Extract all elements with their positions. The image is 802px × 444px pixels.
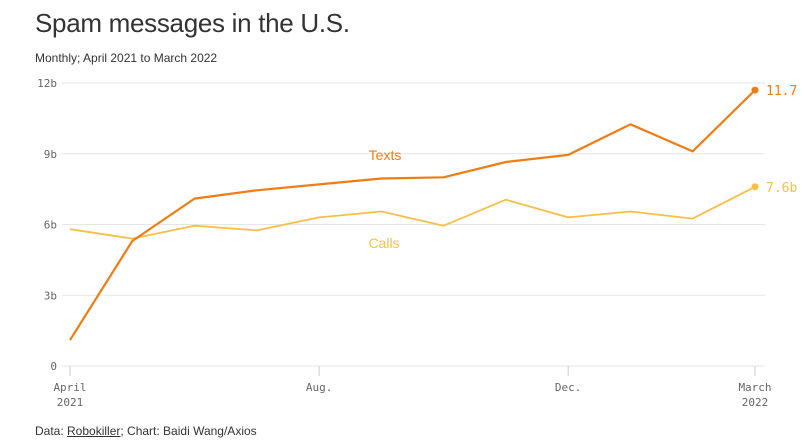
y-tick-label: 6b <box>44 219 57 232</box>
gridlines <box>62 82 765 367</box>
source-note: Data: Robokiller; Chart: Baidi Wang/Axio… <box>35 424 257 438</box>
y-tick-label: 3b <box>44 289 57 302</box>
page-title: Spam messages in the U.S. <box>35 8 350 38</box>
x-tick-label: March <box>738 381 771 394</box>
series-labels: 7.6b 11.7 Texts Calls <box>368 84 797 251</box>
end-label-texts: 11.7 <box>766 84 797 99</box>
series-line-texts <box>69 89 756 341</box>
y-tick-label: 12b <box>37 77 57 90</box>
source-prefix: Data: <box>35 424 68 438</box>
source-suffix: ; Chart: Baidi Wang/Axios <box>120 424 257 438</box>
end-point-calls <box>751 183 759 191</box>
series-label-calls: Calls <box>368 235 399 251</box>
line-chart: 0 3b 6b 9b 12b April 2021 Aug. Dec. March 2022 7.… <box>37 77 797 409</box>
y-tick-label: 0 <box>50 360 57 373</box>
end-label-calls: 7.6b <box>766 181 797 196</box>
x-axis-ticks: April 2021 Aug. Dec. March 2022 <box>53 366 772 409</box>
series-lines <box>69 86 759 341</box>
x-tick-label-year: 2021 <box>57 396 84 409</box>
x-tick-label: April <box>53 381 86 394</box>
series-line-calls <box>69 185 756 240</box>
y-tick-label: 9b <box>44 148 57 161</box>
series-label-texts: Texts <box>369 147 402 163</box>
x-tick-label: Aug. <box>306 381 333 394</box>
chart-subtitle: Monthly; April 2021 to March 2022 <box>35 51 218 65</box>
x-tick-label: Dec. <box>555 381 582 394</box>
x-tick-label-year: 2022 <box>742 396 769 409</box>
source-link[interactable]: Robokiller <box>67 424 121 438</box>
y-axis-ticks: 0 3b 6b 9b 12b <box>37 77 57 373</box>
end-point-texts <box>751 86 759 94</box>
